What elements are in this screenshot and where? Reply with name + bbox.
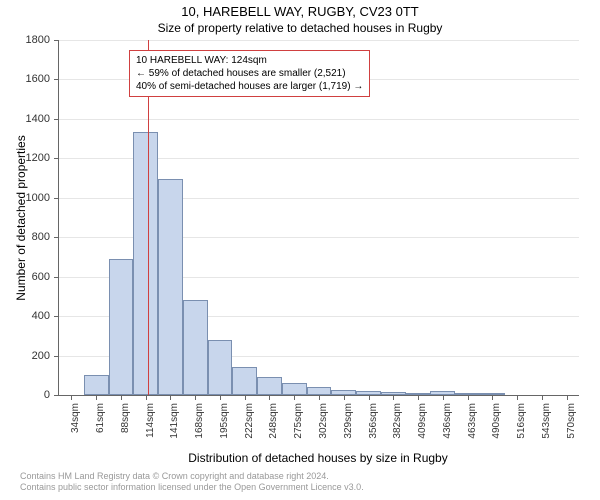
ytick-mark xyxy=(54,119,59,120)
xtick-label: 88sqm xyxy=(120,403,131,443)
xtick-label: 222sqm xyxy=(244,403,255,443)
annotation-line: 10 HAREBELL WAY: 124sqm xyxy=(136,54,363,67)
ytick-label: 1400 xyxy=(0,113,50,125)
xtick-label: 356sqm xyxy=(368,403,379,443)
ytick-label: 1000 xyxy=(0,192,50,204)
ytick-label: 1800 xyxy=(0,34,50,46)
histogram-bar xyxy=(257,377,282,395)
xtick-mark xyxy=(269,395,270,400)
histogram-bar xyxy=(282,383,307,395)
histogram-bar xyxy=(133,132,158,395)
xtick-mark xyxy=(443,395,444,400)
xtick-label: 168sqm xyxy=(194,403,205,443)
footer-line-1: Contains HM Land Registry data © Crown c… xyxy=(20,471,364,483)
xtick-label: 195sqm xyxy=(219,403,230,443)
chart-title: 10, HAREBELL WAY, RUGBY, CV23 0TT xyxy=(0,0,600,19)
histogram-bar xyxy=(183,300,208,395)
ytick-mark xyxy=(54,395,59,396)
ytick-mark xyxy=(54,356,59,357)
xtick-mark xyxy=(418,395,419,400)
xtick-mark xyxy=(319,395,320,400)
histogram-bar xyxy=(307,387,332,395)
annotation-box: 10 HAREBELL WAY: 124sqm← 59% of detached… xyxy=(129,50,370,97)
ytick-mark xyxy=(54,79,59,80)
xtick-mark xyxy=(369,395,370,400)
xtick-mark xyxy=(146,395,147,400)
xtick-label: 543sqm xyxy=(541,403,552,443)
xtick-mark xyxy=(71,395,72,400)
histogram-bar xyxy=(109,259,134,395)
annotation-line: ← 59% of detached houses are smaller (2,… xyxy=(136,67,363,80)
ytick-mark xyxy=(54,316,59,317)
xtick-mark xyxy=(195,395,196,400)
xtick-mark xyxy=(245,395,246,400)
xtick-label: 34sqm xyxy=(70,403,81,443)
xtick-label: 436sqm xyxy=(442,403,453,443)
x-axis-label: Distribution of detached houses by size … xyxy=(58,451,578,465)
gridline xyxy=(59,40,579,41)
xtick-label: 141sqm xyxy=(169,403,180,443)
footer-attribution: Contains HM Land Registry data © Crown c… xyxy=(20,471,364,494)
gridline xyxy=(59,119,579,120)
xtick-mark xyxy=(294,395,295,400)
xtick-mark xyxy=(121,395,122,400)
xtick-mark xyxy=(96,395,97,400)
chart-subtitle: Size of property relative to detached ho… xyxy=(0,21,600,35)
xtick-mark xyxy=(220,395,221,400)
xtick-mark xyxy=(170,395,171,400)
xtick-mark xyxy=(567,395,568,400)
histogram-bar xyxy=(208,340,233,395)
xtick-mark xyxy=(393,395,394,400)
footer-line-2: Contains public sector information licen… xyxy=(20,482,364,494)
plot-area: 10 HAREBELL WAY: 124sqm← 59% of detached… xyxy=(58,40,579,396)
ytick-mark xyxy=(54,158,59,159)
xtick-label: 248sqm xyxy=(268,403,279,443)
ytick-label: 0 xyxy=(0,389,50,401)
ytick-label: 400 xyxy=(0,310,50,322)
xtick-mark xyxy=(344,395,345,400)
xtick-mark xyxy=(468,395,469,400)
histogram-bar xyxy=(84,375,109,395)
xtick-label: 516sqm xyxy=(516,403,527,443)
ytick-mark xyxy=(54,277,59,278)
xtick-mark xyxy=(517,395,518,400)
xtick-label: 463sqm xyxy=(467,403,478,443)
xtick-label: 329sqm xyxy=(343,403,354,443)
ytick-label: 1200 xyxy=(0,152,50,164)
xtick-mark xyxy=(542,395,543,400)
xtick-label: 114sqm xyxy=(145,403,156,443)
xtick-label: 570sqm xyxy=(566,403,577,443)
ytick-mark xyxy=(54,237,59,238)
ytick-label: 1600 xyxy=(0,73,50,85)
ytick-mark xyxy=(54,198,59,199)
xtick-mark xyxy=(492,395,493,400)
histogram-bar xyxy=(158,179,183,395)
annotation-line: 40% of semi-detached houses are larger (… xyxy=(136,80,363,93)
histogram-bar xyxy=(232,367,257,395)
xtick-label: 409sqm xyxy=(417,403,428,443)
xtick-label: 275sqm xyxy=(293,403,304,443)
chart-container: 10, HAREBELL WAY, RUGBY, CV23 0TT Size o… xyxy=(0,0,600,500)
ytick-label: 600 xyxy=(0,271,50,283)
xtick-label: 61sqm xyxy=(95,403,106,443)
xtick-label: 490sqm xyxy=(491,403,502,443)
ytick-mark xyxy=(54,40,59,41)
xtick-label: 382sqm xyxy=(392,403,403,443)
ytick-label: 200 xyxy=(0,350,50,362)
ytick-label: 800 xyxy=(0,231,50,243)
xtick-label: 302sqm xyxy=(318,403,329,443)
